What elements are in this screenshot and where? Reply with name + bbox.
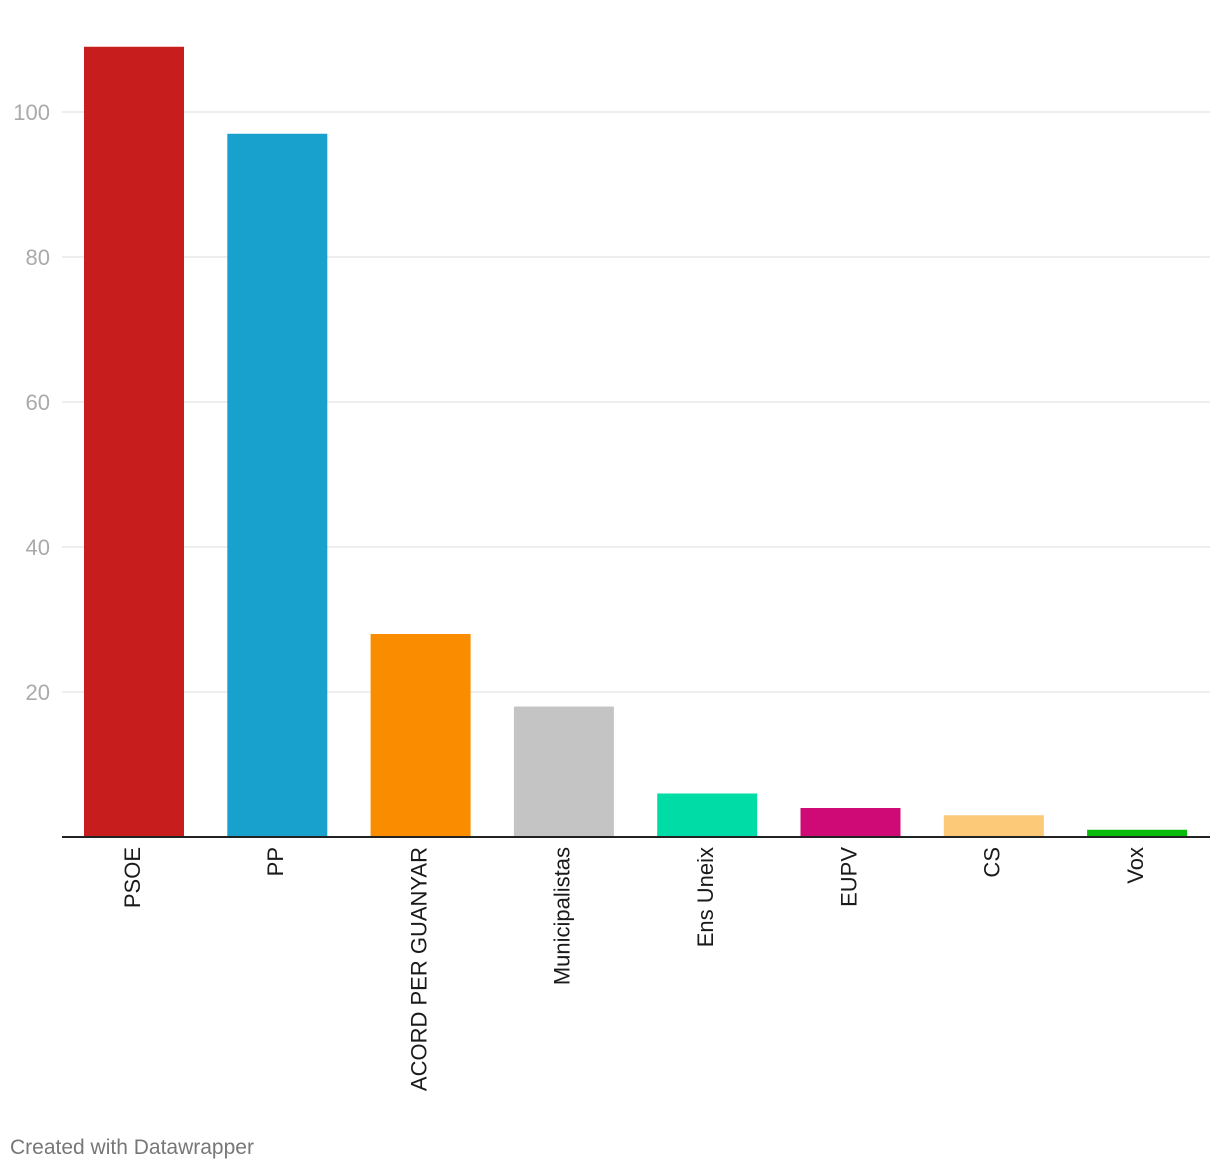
x-tick-label: CS xyxy=(980,847,1005,878)
bar-psoe xyxy=(84,46,184,837)
bar-pp xyxy=(227,133,328,837)
x-axis-labels: PSOE PP ACORD PER GUANYAR Municipalistas Ens… xyxy=(120,847,1148,1091)
bar-municipalistas xyxy=(513,706,614,837)
y-tick-label: 100 xyxy=(13,100,50,125)
y-tick-label: 20 xyxy=(26,680,50,705)
x-tick-label: Municipalistas xyxy=(550,847,575,985)
bar-eupv xyxy=(800,808,901,837)
bar-ens-uneix xyxy=(657,793,758,837)
bar-acord-per-guanyar xyxy=(370,634,471,837)
x-tick-label: ACORD PER GUANYAR xyxy=(406,847,431,1091)
bars xyxy=(84,46,1188,837)
bar-vox xyxy=(1087,829,1188,837)
credit-text: Created with Datawrapper xyxy=(10,1136,254,1159)
y-tick-label: 40 xyxy=(26,535,50,560)
x-tick-label: PP xyxy=(263,847,288,876)
x-tick-label: PSOE xyxy=(120,847,145,908)
y-tick-label: 80 xyxy=(26,245,50,270)
y-tick-label: 60 xyxy=(26,390,50,415)
x-tick-label: Ens Uneix xyxy=(693,847,718,947)
x-tick-label: EUPV xyxy=(836,847,861,907)
bar-cs xyxy=(943,815,1044,837)
gridlines: 20 40 60 80 100 xyxy=(13,100,1210,705)
x-tick-label: Vox xyxy=(1123,847,1148,884)
